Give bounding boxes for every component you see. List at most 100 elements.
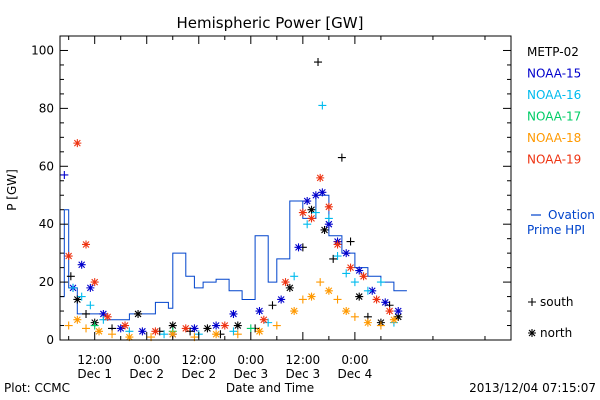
north-marker <box>303 197 312 206</box>
north-marker <box>290 307 299 316</box>
north-marker <box>294 243 303 252</box>
north-marker <box>285 283 294 292</box>
south-marker <box>290 272 299 281</box>
south-marker <box>333 252 342 261</box>
north-marker <box>363 318 372 327</box>
plot-frame <box>59 35 512 341</box>
north-marker <box>90 278 99 287</box>
x-tick-label: 12:00 <box>286 353 321 367</box>
north-marker <box>86 283 95 292</box>
north-marker <box>64 252 73 261</box>
north-marker <box>389 315 398 324</box>
plot-timestamp: 2013/12/04 07:15:07 <box>469 381 596 395</box>
north-marker <box>73 295 82 304</box>
south-marker <box>82 309 91 318</box>
north-marker <box>134 309 143 318</box>
north-marker <box>324 220 333 229</box>
north-marker <box>82 240 91 249</box>
south-marker <box>69 283 78 292</box>
north-marker <box>116 324 125 333</box>
north-marker <box>307 292 316 301</box>
north-marker <box>342 249 351 258</box>
x-tick-label: 12:00 <box>77 353 112 367</box>
north-marker <box>73 139 82 148</box>
legend-hpi-label-2: Prime HPI <box>527 223 585 237</box>
north-marker <box>151 327 160 336</box>
north-marker <box>346 263 355 272</box>
south-marker <box>346 237 355 246</box>
south-marker <box>316 278 325 287</box>
x-axis-label: Date and Time <box>226 381 314 395</box>
south-marker <box>350 278 359 287</box>
north-marker <box>394 312 403 321</box>
x-tick-date-label: Dec 3 <box>286 367 321 381</box>
north-marker <box>311 191 320 200</box>
plot-area <box>60 58 407 342</box>
north-marker <box>355 266 364 275</box>
south-marker <box>66 272 75 281</box>
y-tick-label: 0 <box>46 333 54 347</box>
south-marker <box>90 321 99 330</box>
south-marker <box>186 327 195 336</box>
south-marker <box>329 254 338 263</box>
north-marker <box>255 307 264 316</box>
y-tick-label: 60 <box>39 159 54 173</box>
north-marker <box>381 298 390 307</box>
y-tick-label: 80 <box>39 101 54 115</box>
north-marker <box>99 309 108 318</box>
north-marker <box>394 307 403 316</box>
north-marker <box>324 286 333 295</box>
south-marker <box>60 170 69 179</box>
y-tick-label: 40 <box>39 217 54 231</box>
south-marker <box>376 321 385 330</box>
north-marker <box>229 309 238 318</box>
south-marker <box>64 321 73 330</box>
legend-hpi-label: Ovation <box>548 208 595 222</box>
north-marker <box>298 208 307 217</box>
south-marker <box>303 220 312 229</box>
x-tick-date-label: Dec 4 <box>338 367 373 381</box>
legend-entry-noaa-16: NOAA-16 <box>527 88 581 102</box>
south-marker <box>268 301 277 310</box>
south-marker <box>160 330 169 339</box>
south-marker <box>363 286 372 295</box>
south-marker <box>77 292 86 301</box>
north-marker <box>342 307 351 316</box>
south-marker <box>229 327 238 336</box>
south-marker <box>376 278 385 287</box>
south-marker <box>272 321 281 330</box>
x-tick-date-label: Dec 2 <box>181 367 216 381</box>
x-tick-date-label: Dec 1 <box>77 367 112 381</box>
north-marker <box>121 321 130 330</box>
legend-entry-noaa-18: NOAA-18 <box>527 131 581 145</box>
north-marker <box>255 327 264 336</box>
y-tick-label: 20 <box>39 275 54 289</box>
north-marker <box>168 321 177 330</box>
north-marker <box>355 292 364 301</box>
south-marker <box>324 214 333 223</box>
south-marker <box>314 58 323 67</box>
south-marker <box>528 298 536 306</box>
south-marker <box>337 153 346 162</box>
north-marker <box>368 286 377 295</box>
south-marker <box>350 312 359 321</box>
north-marker <box>212 321 221 330</box>
hpi-line <box>60 194 407 321</box>
legend: METP-02 NOAA-15 NOAA-16 NOAA-17 NOAA-18 NOAA-… <box>527 45 595 340</box>
north-marker <box>181 324 190 333</box>
north-marker <box>528 329 536 337</box>
north-marker <box>77 260 86 269</box>
north-marker <box>316 173 325 182</box>
north-marker <box>320 225 329 234</box>
north-marker <box>190 324 199 333</box>
north-marker <box>385 307 394 316</box>
x-tick-label: 0:00 <box>237 353 264 367</box>
south-marker <box>264 318 273 327</box>
x-tick-label: 0:00 <box>133 353 160 367</box>
series-noaa-19 <box>64 139 394 336</box>
north-marker <box>103 312 112 321</box>
south-marker <box>108 330 117 339</box>
legend-symbol-south: south <box>528 295 574 309</box>
south-marker <box>86 301 95 310</box>
plot-credit: Plot: CCMC <box>4 381 70 395</box>
